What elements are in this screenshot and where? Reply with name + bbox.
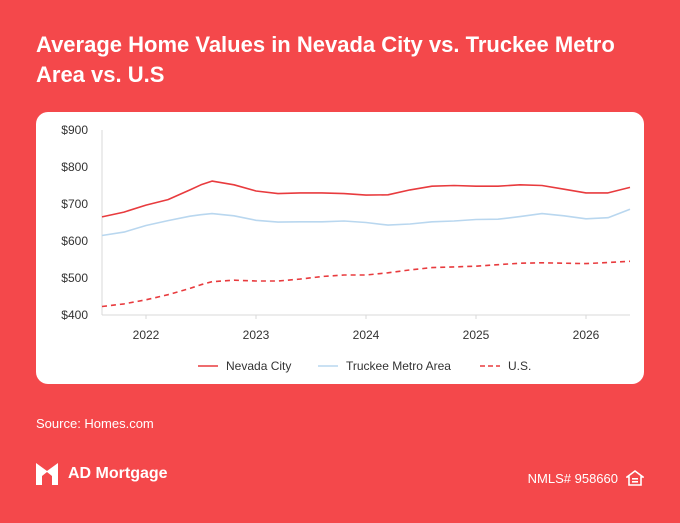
y-tick-label: $800 <box>61 160 88 174</box>
legend-label: U.S. <box>508 359 531 373</box>
chart-series <box>101 180 631 308</box>
legend-label: Truckee Metro Area <box>346 359 451 373</box>
line-chart: $400 $500 $600 $700 $800 $900 2022 2023 2024 2025… <box>61 123 631 373</box>
series-line-2 <box>101 208 631 237</box>
series-line-1 <box>101 180 631 218</box>
equal-housing-icon <box>626 470 644 486</box>
x-tick-label: 2026 <box>573 328 600 342</box>
y-tick-label: $900 <box>61 123 88 137</box>
chart-axes: $400 $500 $600 $700 $800 $900 2022 2023 2024 2025… <box>61 123 630 342</box>
legend-label: Nevada City <box>226 359 291 373</box>
chart-legend: Nevada City Truckee Metro Area U.S. <box>198 359 531 373</box>
brand-name: AD Mortgage <box>68 465 168 482</box>
chart-card: $400 $500 $600 $700 $800 $900 2022 2023 2024 2025… <box>36 112 644 384</box>
x-tick-label: 2023 <box>243 328 270 342</box>
chart-title: Average Home Values in Nevada City vs. T… <box>36 32 615 87</box>
nmls-number: NMLS# 958660 <box>527 470 618 486</box>
y-tick-label: $500 <box>61 271 88 285</box>
y-tick-label: $700 <box>61 197 88 211</box>
y-tick-label: $400 <box>61 308 88 322</box>
ad-mortgage-logo-icon <box>36 463 58 485</box>
x-tick-label: 2022 <box>133 328 160 342</box>
x-tick-label: 2024 <box>353 328 380 342</box>
series-line-3 <box>101 260 631 308</box>
x-tick-label: 2025 <box>463 328 490 342</box>
source-note: Source: Homes.com <box>36 416 154 431</box>
brand: AD Mortgage <box>36 462 168 486</box>
nmls-info: NMLS# 958660 <box>528 470 644 486</box>
y-tick-label: $600 <box>61 234 88 248</box>
